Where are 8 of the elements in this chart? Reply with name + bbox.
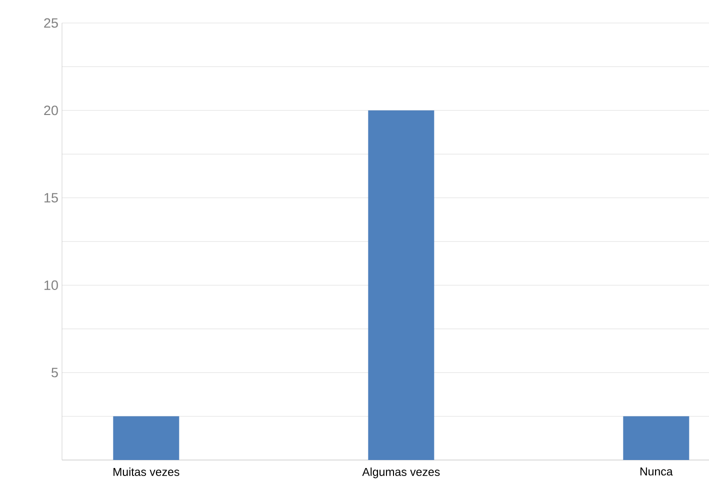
x-tick-label: Algumas vezes — [362, 468, 440, 478]
x-tick-label: Muitas vezes — [114, 468, 180, 476]
y-tick-label: 15 — [44, 193, 58, 202]
x-tick-label: Nunca — [640, 468, 673, 476]
y-tick-label: 20 — [44, 106, 58, 116]
y-tick-label: 25 — [44, 18, 58, 28]
y-tick-label: 10 — [44, 280, 58, 290]
y-tick-label: 5 — [52, 368, 58, 378]
